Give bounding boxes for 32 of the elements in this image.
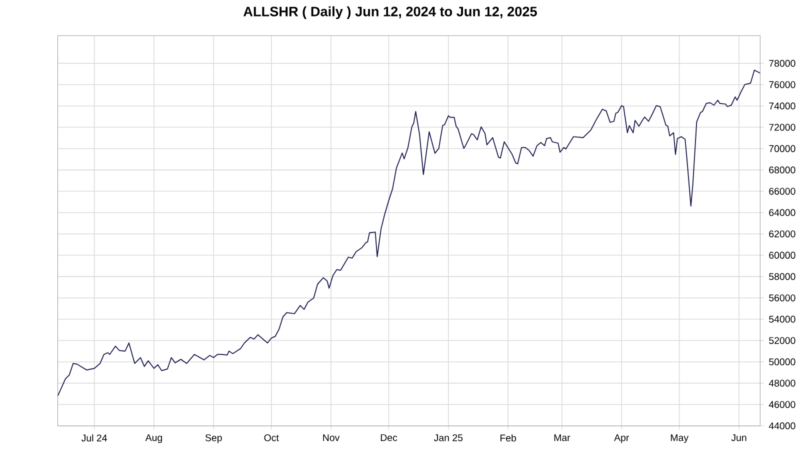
y-tick-label: 66000 <box>769 188 796 195</box>
y-tick-label: 52000 <box>769 337 796 344</box>
y-tick-label: 56000 <box>769 294 796 302</box>
x-tick-label: Jun <box>731 434 746 442</box>
y-tick-label: 64000 <box>769 209 796 216</box>
y-tick-label: 70000 <box>769 145 796 152</box>
x-tick-label: Jan 25 <box>434 434 463 442</box>
y-tick-label: 74000 <box>769 102 796 110</box>
y-tick-label: 76000 <box>769 81 796 88</box>
y-tick-label: 78000 <box>769 60 796 67</box>
y-tick-label: 62000 <box>769 230 796 238</box>
y-tick-label: 46000 <box>768 401 796 408</box>
x-tick-label: May <box>670 434 689 444</box>
x-tick-label: Aug <box>145 434 162 444</box>
y-tick-label: 68000 <box>769 166 796 174</box>
chart-title: ALLSHR ( Daily ) Jun 12, 2024 to Jun 12, 2025 <box>244 6 537 20</box>
x-tick-label: Sep <box>205 434 222 444</box>
x-tick-label: Nov <box>323 434 340 442</box>
x-tick-label: Jul 24 <box>81 434 107 442</box>
x-tick-label: Oct <box>264 434 279 442</box>
x-tick-label: Apr <box>614 434 630 444</box>
x-tick-label: Dec <box>380 434 398 442</box>
y-tick-label: 72000 <box>769 124 796 131</box>
y-tick-label: 50000 <box>769 358 796 366</box>
x-tick-label: Mar <box>554 434 570 442</box>
y-tick-label: 54000 <box>769 316 796 323</box>
y-tick-label: 58000 <box>769 273 796 280</box>
line-series <box>58 70 760 397</box>
y-tick-label: 48000 <box>768 380 796 387</box>
y-tick-label: 44000 <box>768 422 796 430</box>
y-tick-label: 60000 <box>769 252 796 259</box>
x-tick-label: Feb <box>500 434 516 442</box>
